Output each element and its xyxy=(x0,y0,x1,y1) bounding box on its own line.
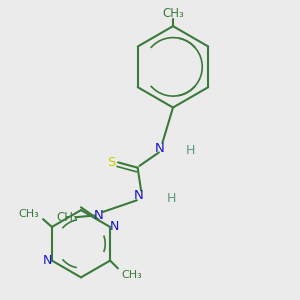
Text: H: H xyxy=(167,192,176,205)
Text: N: N xyxy=(155,142,165,155)
Text: CH₃: CH₃ xyxy=(56,211,78,224)
Text: N: N xyxy=(110,220,119,233)
Text: N: N xyxy=(43,254,52,267)
Text: S: S xyxy=(107,156,115,169)
Text: H: H xyxy=(186,143,195,157)
Text: N: N xyxy=(134,190,144,202)
Text: CH₃: CH₃ xyxy=(19,208,39,218)
Text: N: N xyxy=(94,209,104,222)
Text: CH₃: CH₃ xyxy=(122,270,142,280)
Text: CH₃: CH₃ xyxy=(162,7,184,20)
